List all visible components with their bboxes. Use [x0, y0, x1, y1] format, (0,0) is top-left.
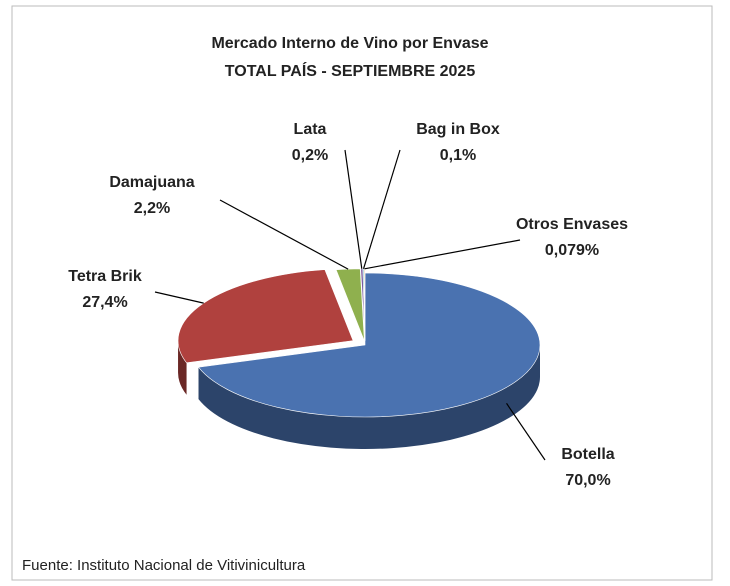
- leader-line: [344, 149, 363, 269]
- slice-side: [198, 345, 540, 450]
- category-label: Otros Envases: [516, 216, 628, 233]
- category-label: Botella: [561, 446, 614, 463]
- leader-line: [506, 403, 546, 461]
- source: Fuente: Instituto Nacional de Vitivinicu…: [22, 557, 306, 574]
- category-label: Tetra Brik: [68, 268, 142, 285]
- category-label: Damajuana: [109, 174, 194, 191]
- slice-side: [178, 340, 187, 395]
- chart-title: Mercado Interno de Vino por Envase: [211, 35, 488, 52]
- value-label: 0,2%: [292, 147, 328, 164]
- leader-line: [219, 199, 349, 270]
- value-label: 27,4%: [82, 294, 127, 311]
- value-label: 0,1%: [440, 147, 476, 164]
- value-label: 0,079%: [545, 242, 599, 259]
- leader-line: [154, 291, 204, 304]
- value-label: 70,0%: [565, 472, 610, 489]
- category-label: Bag in Box: [416, 121, 500, 138]
- leader-line: [364, 239, 521, 270]
- category-label: Lata: [294, 121, 327, 138]
- slice: [335, 268, 365, 341]
- chart-subtitle: TOTAL PAÍS - SEPTIEMBRE 2025: [225, 61, 476, 80]
- leader-line: [362, 149, 401, 269]
- slice: [197, 272, 541, 418]
- value-label: 2,2%: [134, 200, 170, 217]
